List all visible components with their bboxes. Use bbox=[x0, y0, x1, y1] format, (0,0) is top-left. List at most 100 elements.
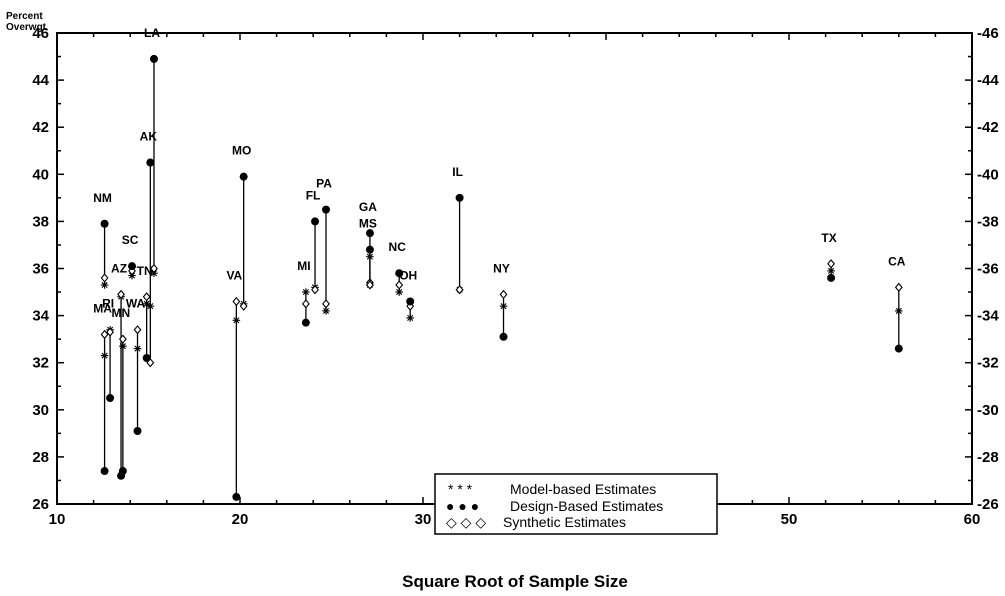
x-tick-label: 10 bbox=[49, 511, 66, 528]
synthetic-estimate-point bbox=[311, 285, 319, 295]
model-estimate-point bbox=[146, 302, 155, 310]
state-label: MI bbox=[297, 259, 310, 273]
asterisk-stroke bbox=[143, 300, 150, 307]
state-label: WA bbox=[126, 297, 146, 311]
design-estimate-point bbox=[395, 269, 404, 278]
state-label: PA bbox=[316, 177, 332, 191]
synthetic-estimate-point bbox=[366, 280, 374, 290]
asterisk-stroke bbox=[828, 267, 835, 274]
synthetic-estimate-point bbox=[142, 292, 151, 302]
synthetic-estimate-point bbox=[894, 282, 903, 292]
y-tick-label-right: -42 bbox=[977, 119, 999, 136]
asterisk-stroke bbox=[101, 281, 108, 289]
model-estimate-point bbox=[406, 314, 414, 322]
legend-design-label: Design-Based Estimates bbox=[510, 498, 663, 514]
design-estimate-point bbox=[322, 205, 331, 214]
state-label: NY bbox=[493, 261, 510, 275]
synthetic-estimate-point bbox=[128, 266, 136, 276]
model-estimate-point bbox=[100, 351, 109, 360]
synthetic-estimate-point bbox=[322, 299, 330, 309]
state-label: RI bbox=[102, 297, 114, 311]
synthetic-estimate-point bbox=[146, 358, 155, 368]
design-estimate-point bbox=[100, 219, 109, 228]
asterisk-stroke bbox=[134, 345, 141, 352]
y-tick-label-right: -40 bbox=[977, 166, 999, 183]
x-axis: 102030405060 bbox=[49, 33, 981, 528]
state-label: FL bbox=[306, 188, 321, 202]
model-estimate-point bbox=[302, 288, 310, 296]
state-label: TX bbox=[821, 231, 836, 245]
asterisk-stroke bbox=[500, 303, 507, 310]
state-label: GA bbox=[359, 200, 377, 214]
design-estimate-point bbox=[406, 297, 415, 306]
y-tick-label-right: -38 bbox=[977, 213, 999, 230]
legend-box bbox=[434, 473, 718, 535]
state-label: MN bbox=[112, 306, 131, 320]
y-tick-label: 36 bbox=[32, 261, 49, 278]
synthetic-estimate-point bbox=[455, 285, 464, 295]
y-tick-label: 46 bbox=[32, 25, 49, 42]
asterisk-stroke bbox=[119, 343, 126, 350]
y-axis-left: 26 28 30 32 34 36 38 40 42 44 46 bbox=[32, 25, 64, 513]
y-tick-label-right: -28 bbox=[977, 449, 999, 466]
design-estimate-point bbox=[133, 426, 142, 435]
y-tick-label-right: -32 bbox=[977, 355, 999, 372]
design-estimate-point bbox=[311, 217, 320, 226]
asterisk-stroke bbox=[302, 289, 309, 296]
y-tick-label-right: -34 bbox=[977, 308, 999, 325]
asterisk-stroke bbox=[396, 289, 403, 296]
asterisk-stroke bbox=[150, 270, 158, 277]
y-tick-label-right: -46 bbox=[977, 25, 999, 42]
state-label: IL bbox=[452, 165, 463, 179]
synthetic-estimate-point bbox=[150, 263, 158, 274]
state-label: VA bbox=[226, 268, 242, 282]
synthetic-estimate-point bbox=[499, 289, 508, 300]
model-estimate-point bbox=[100, 281, 109, 289]
synthetic-estimate-point bbox=[239, 301, 248, 311]
design-estimate-point bbox=[365, 229, 374, 238]
legend: * * * Model-based Estimates ● ● ● Design… bbox=[434, 473, 718, 535]
y-tick-label: 44 bbox=[32, 72, 49, 89]
state-label: TN bbox=[137, 264, 153, 278]
design-estimate-point bbox=[894, 344, 903, 353]
design-estimate-point bbox=[232, 492, 241, 501]
synthetic-estimate-point bbox=[301, 299, 310, 309]
state-label: MA bbox=[93, 301, 112, 315]
state-label: NC bbox=[389, 240, 407, 254]
asterisk-stroke bbox=[407, 314, 414, 322]
synthetic-estimate-point bbox=[100, 273, 109, 283]
x-tick-label: 20 bbox=[232, 511, 249, 528]
asterisk-stroke bbox=[101, 352, 108, 359]
state-label: AZ bbox=[111, 261, 127, 275]
design-estimate-point bbox=[142, 353, 151, 362]
asterisk-stroke bbox=[895, 307, 902, 314]
design-estimate-point bbox=[118, 467, 127, 476]
state-label: LA bbox=[144, 26, 160, 40]
legend-synthetic-label: Synthetic Estimates bbox=[503, 514, 626, 530]
synthetic-estimate-point bbox=[106, 327, 114, 337]
model-estimate-point bbox=[895, 307, 903, 315]
legend-synthetic-glyph: ◇ ◇ ◇ bbox=[446, 514, 486, 530]
synthetic-estimate-point bbox=[133, 325, 142, 335]
state-label: SC bbox=[122, 233, 139, 247]
y-tick-label: 38 bbox=[32, 213, 49, 230]
design-estimate-point bbox=[106, 394, 115, 403]
state-label: MO bbox=[232, 144, 251, 158]
plot-frame bbox=[56, 32, 973, 505]
state-label: OH bbox=[399, 268, 417, 282]
model-estimate-point bbox=[499, 302, 508, 310]
synthetic-estimate-point bbox=[100, 329, 109, 340]
x-tick-label: 50 bbox=[781, 511, 798, 528]
synthetic-estimate-point bbox=[827, 259, 836, 269]
x-tick-label: 60 bbox=[964, 511, 981, 528]
y-axis-label-line-1: Percent bbox=[6, 11, 43, 22]
design-estimate-point bbox=[128, 262, 137, 271]
legend-design-glyph: ● ● ● bbox=[446, 498, 479, 514]
design-estimate-point bbox=[365, 245, 374, 254]
legend-model-label: Model-based Estimates bbox=[510, 481, 656, 497]
x-axis-title: Square Root of Sample Size bbox=[402, 572, 628, 591]
y-tick-label: 30 bbox=[32, 402, 49, 419]
y-axis-label-line-2: Overwgt bbox=[6, 22, 47, 33]
